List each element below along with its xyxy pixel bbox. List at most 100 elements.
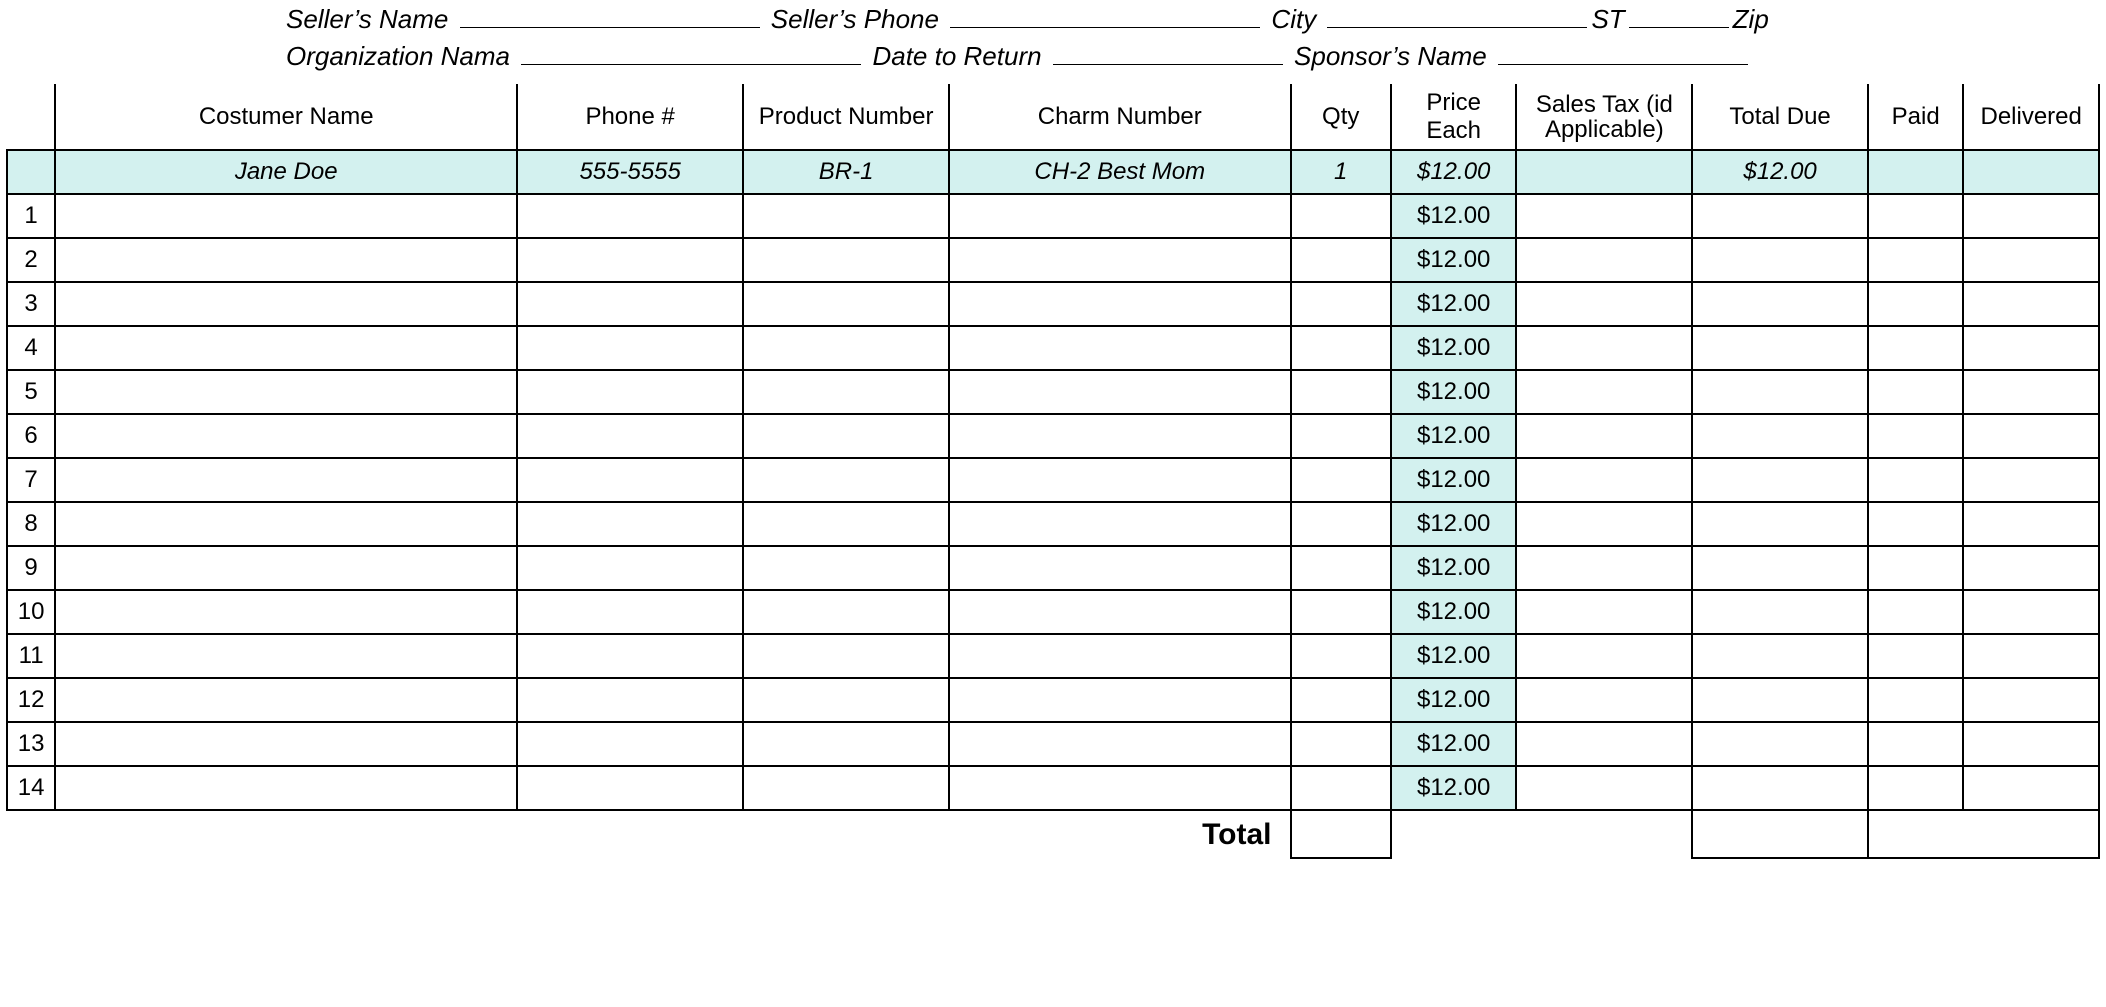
product-cell[interactable] bbox=[743, 634, 949, 678]
tax-cell[interactable] bbox=[1516, 370, 1692, 414]
product-cell[interactable] bbox=[743, 458, 949, 502]
name-cell[interactable] bbox=[55, 590, 517, 634]
charm-cell[interactable] bbox=[949, 502, 1290, 546]
charm-cell[interactable] bbox=[949, 458, 1290, 502]
phone-cell[interactable] bbox=[517, 282, 743, 326]
charm-cell[interactable] bbox=[949, 634, 1290, 678]
paid-cell[interactable] bbox=[1868, 546, 1963, 590]
qty-cell[interactable] bbox=[1291, 458, 1391, 502]
total-cell[interactable] bbox=[1692, 414, 1868, 458]
seller-phone-blank[interactable] bbox=[950, 6, 1260, 28]
phone-cell[interactable] bbox=[517, 238, 743, 282]
paid-cell[interactable] bbox=[1868, 766, 1963, 810]
delivered-cell[interactable] bbox=[1963, 458, 2099, 502]
name-cell[interactable] bbox=[55, 458, 517, 502]
name-cell[interactable] bbox=[55, 678, 517, 722]
product-cell[interactable] bbox=[743, 766, 949, 810]
sponsor-blank[interactable] bbox=[1498, 43, 1748, 65]
charm-cell[interactable] bbox=[949, 194, 1290, 238]
charm-cell[interactable] bbox=[949, 546, 1290, 590]
total-cell[interactable] bbox=[1692, 282, 1868, 326]
org-blank[interactable] bbox=[521, 43, 861, 65]
phone-cell[interactable] bbox=[517, 634, 743, 678]
product-cell[interactable] bbox=[743, 194, 949, 238]
product-cell[interactable] bbox=[743, 326, 949, 370]
qty-cell[interactable] bbox=[1291, 326, 1391, 370]
qty-cell[interactable] bbox=[1291, 634, 1391, 678]
product-cell[interactable] bbox=[743, 590, 949, 634]
delivered-cell[interactable] bbox=[1963, 326, 2099, 370]
paid-cell[interactable] bbox=[1868, 678, 1963, 722]
total-qty-cell[interactable] bbox=[1291, 810, 1391, 858]
paid-cell[interactable] bbox=[1868, 722, 1963, 766]
total-cell[interactable] bbox=[1692, 370, 1868, 414]
charm-cell[interactable] bbox=[949, 722, 1290, 766]
total-cell[interactable] bbox=[1692, 458, 1868, 502]
qty-cell[interactable] bbox=[1291, 238, 1391, 282]
product-cell[interactable] bbox=[743, 678, 949, 722]
delivered-cell[interactable] bbox=[1963, 282, 2099, 326]
product-cell[interactable] bbox=[743, 502, 949, 546]
paid-cell[interactable] bbox=[1868, 458, 1963, 502]
phone-cell[interactable] bbox=[517, 546, 743, 590]
total-cell[interactable] bbox=[1692, 546, 1868, 590]
total-cell[interactable] bbox=[1692, 326, 1868, 370]
product-cell[interactable] bbox=[743, 414, 949, 458]
qty-cell[interactable] bbox=[1291, 194, 1391, 238]
delivered-cell[interactable] bbox=[1963, 502, 2099, 546]
paid-cell[interactable] bbox=[1868, 502, 1963, 546]
return-blank[interactable] bbox=[1053, 43, 1283, 65]
tax-cell[interactable] bbox=[1516, 502, 1692, 546]
paid-cell[interactable] bbox=[1868, 590, 1963, 634]
qty-cell[interactable] bbox=[1291, 766, 1391, 810]
delivered-cell[interactable] bbox=[1963, 678, 2099, 722]
delivered-cell[interactable] bbox=[1963, 634, 2099, 678]
delivered-cell[interactable] bbox=[1963, 414, 2099, 458]
name-cell[interactable] bbox=[55, 766, 517, 810]
product-cell[interactable] bbox=[743, 722, 949, 766]
phone-cell[interactable] bbox=[517, 458, 743, 502]
name-cell[interactable] bbox=[55, 282, 517, 326]
st-blank[interactable] bbox=[1629, 6, 1729, 28]
product-cell[interactable] bbox=[743, 282, 949, 326]
qty-cell[interactable] bbox=[1291, 590, 1391, 634]
total-cell[interactable] bbox=[1692, 634, 1868, 678]
phone-cell[interactable] bbox=[517, 766, 743, 810]
charm-cell[interactable] bbox=[949, 238, 1290, 282]
name-cell[interactable] bbox=[55, 370, 517, 414]
phone-cell[interactable] bbox=[517, 414, 743, 458]
charm-cell[interactable] bbox=[949, 326, 1290, 370]
name-cell[interactable] bbox=[55, 194, 517, 238]
delivered-cell[interactable] bbox=[1963, 238, 2099, 282]
tax-cell[interactable] bbox=[1516, 458, 1692, 502]
tax-cell[interactable] bbox=[1516, 546, 1692, 590]
total-cell[interactable] bbox=[1692, 722, 1868, 766]
product-cell[interactable] bbox=[743, 370, 949, 414]
tax-cell[interactable] bbox=[1516, 282, 1692, 326]
paid-cell[interactable] bbox=[1868, 414, 1963, 458]
product-cell[interactable] bbox=[743, 546, 949, 590]
delivered-cell[interactable] bbox=[1963, 546, 2099, 590]
phone-cell[interactable] bbox=[517, 370, 743, 414]
paid-cell[interactable] bbox=[1868, 282, 1963, 326]
tax-cell[interactable] bbox=[1516, 766, 1692, 810]
qty-cell[interactable] bbox=[1291, 722, 1391, 766]
charm-cell[interactable] bbox=[949, 414, 1290, 458]
tax-cell[interactable] bbox=[1516, 326, 1692, 370]
phone-cell[interactable] bbox=[517, 590, 743, 634]
charm-cell[interactable] bbox=[949, 370, 1290, 414]
seller-name-blank[interactable] bbox=[460, 6, 760, 28]
delivered-cell[interactable] bbox=[1963, 590, 2099, 634]
name-cell[interactable] bbox=[55, 722, 517, 766]
charm-cell[interactable] bbox=[949, 766, 1290, 810]
paid-cell[interactable] bbox=[1868, 194, 1963, 238]
paid-cell[interactable] bbox=[1868, 326, 1963, 370]
total-paid-delivered-cell[interactable] bbox=[1868, 810, 2099, 858]
total-due-cell[interactable] bbox=[1692, 810, 1868, 858]
tax-cell[interactable] bbox=[1516, 414, 1692, 458]
delivered-cell[interactable] bbox=[1963, 766, 2099, 810]
name-cell[interactable] bbox=[55, 546, 517, 590]
qty-cell[interactable] bbox=[1291, 546, 1391, 590]
charm-cell[interactable] bbox=[949, 282, 1290, 326]
name-cell[interactable] bbox=[55, 414, 517, 458]
